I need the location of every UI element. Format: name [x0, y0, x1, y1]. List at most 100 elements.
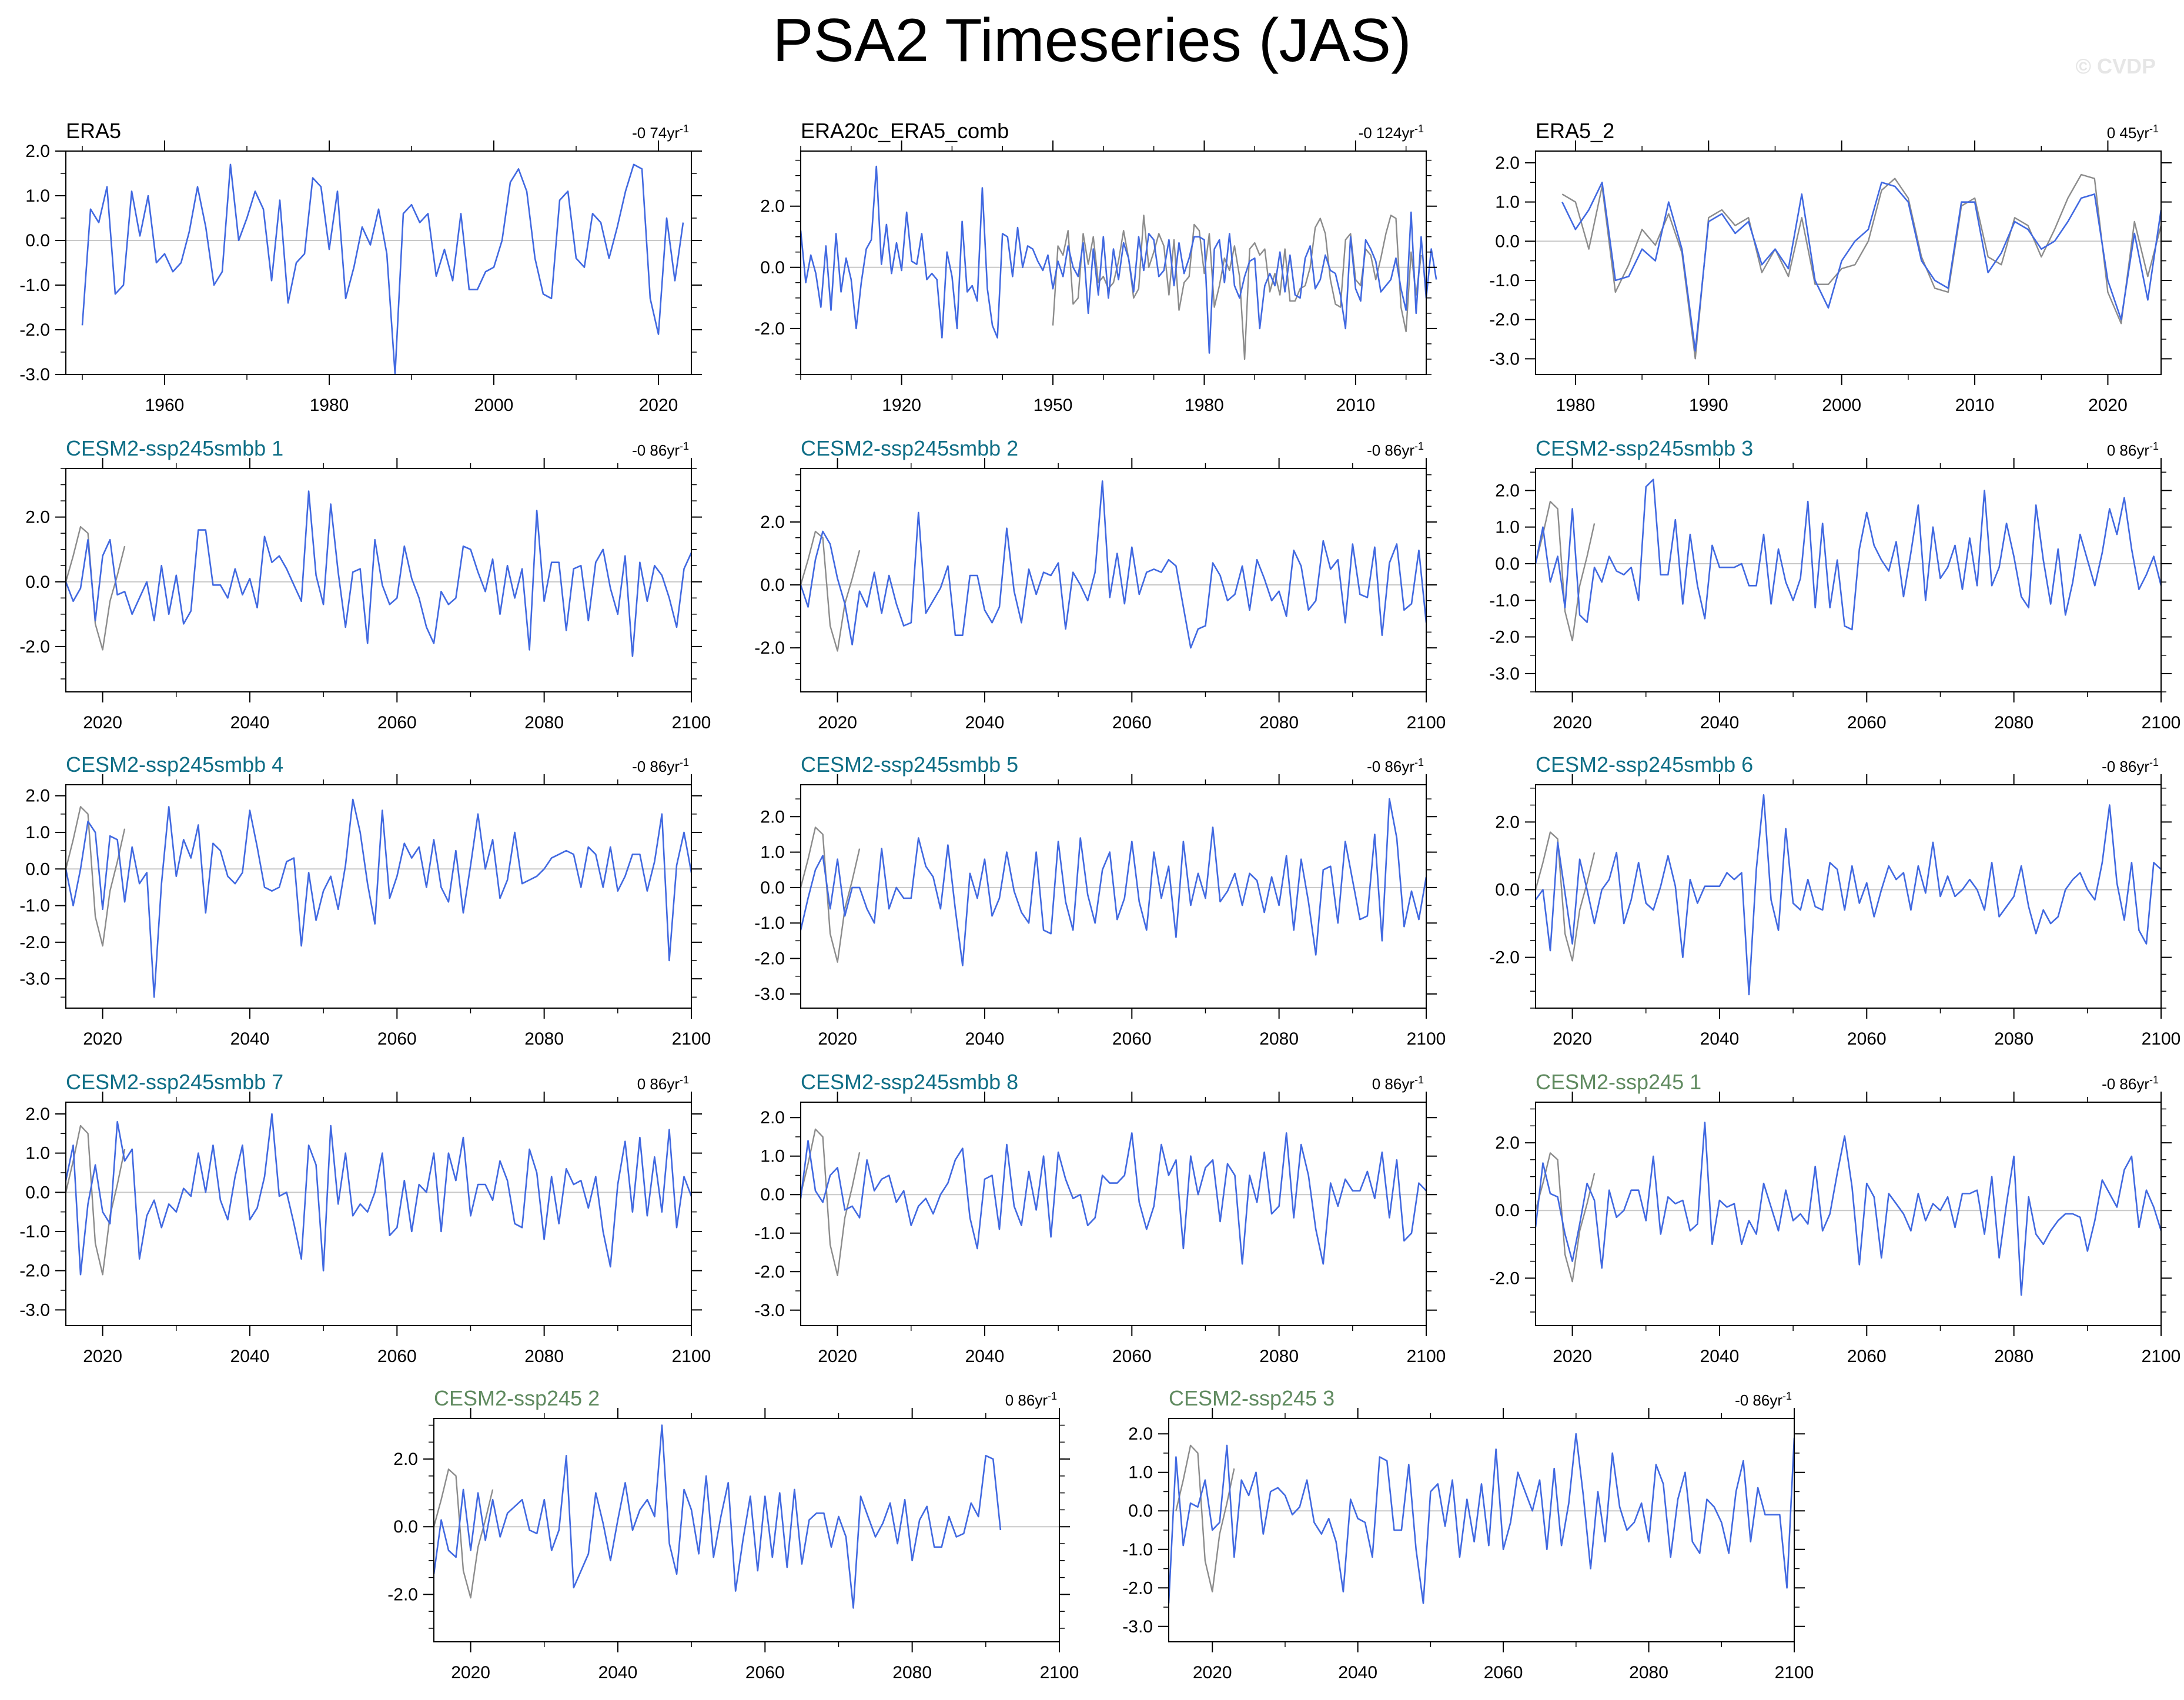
x-tick-label: 2040	[230, 1029, 270, 1049]
y-tick-label: 0.0	[25, 859, 50, 879]
x-tick-label: 1980	[310, 396, 349, 415]
y-tick-label: 1.0	[25, 823, 50, 842]
y-tick-label: 2.0	[1495, 153, 1520, 173]
x-tick-label: 1950	[1034, 396, 1073, 415]
y-tick-label: -1.0	[754, 913, 785, 933]
x-tick-label: 2080	[892, 1663, 932, 1682]
observed-series-line	[1175, 1444, 1235, 1593]
model-series-line	[65, 798, 693, 998]
x-tick-label: 2040	[1338, 1663, 1377, 1682]
x-tick-label: 2060	[1484, 1663, 1523, 1682]
x-tick-label: 2080	[1629, 1663, 1668, 1682]
observed-series-line	[1561, 173, 2162, 360]
x-tick-label: 2000	[474, 396, 514, 415]
panel-label: ERA5_2	[1536, 119, 1614, 143]
observed-series-line	[1052, 215, 1422, 360]
x-tick-label: 2100	[1407, 713, 1446, 732]
x-tick-label: 2010	[1336, 396, 1375, 415]
trend-label: -0 86yr-1	[632, 440, 689, 459]
x-tick-label: 2060	[377, 1347, 417, 1366]
model-series-line	[1168, 1433, 1795, 1604]
y-tick-label: 0.0	[760, 878, 785, 898]
y-tick-label: 2.0	[760, 513, 785, 532]
plot-frame	[1535, 1102, 2162, 1326]
y-tick-label: -2.0	[1489, 628, 1520, 647]
observed-series-line	[800, 826, 861, 963]
model-series-line	[800, 165, 1437, 354]
x-tick-label: 2100	[1775, 1663, 1814, 1682]
x-tick-label: 1960	[145, 396, 185, 415]
y-tick-label: 0.0	[760, 1185, 785, 1204]
x-tick-label: 2060	[1112, 1347, 1152, 1366]
x-tick-label: 2100	[2142, 1029, 2181, 1049]
x-tick-label: 2020	[1553, 713, 1592, 732]
y-tick-label: -1.0	[1489, 271, 1520, 290]
y-tick-label: 0.0	[1495, 554, 1520, 574]
trend-label: -0 86yr-1	[632, 757, 689, 775]
y-tick-label: -2.0	[1122, 1578, 1153, 1598]
observed-series-line	[800, 530, 861, 652]
y-tick-label: -1.0	[754, 1224, 785, 1243]
x-tick-label: 2080	[1259, 713, 1299, 732]
y-tick-label: 2.0	[1495, 812, 1520, 832]
x-tick-label: 2100	[672, 713, 711, 732]
y-tick-label: 2.0	[25, 508, 50, 527]
plot-frame	[65, 1102, 692, 1326]
model-series-line	[1534, 1122, 2162, 1296]
x-tick-label: 2080	[524, 1347, 564, 1366]
plot-frame	[433, 1418, 1060, 1642]
plot-frame	[1535, 784, 2162, 1009]
trend-label: -0 86yr-1	[1735, 1390, 1792, 1409]
y-tick-label: 0.0	[1495, 1201, 1520, 1220]
x-tick-label: 2060	[745, 1663, 785, 1682]
y-tick-label: -2.0	[754, 638, 785, 658]
x-tick-label: 1980	[1185, 396, 1224, 415]
x-tick-label: 2100	[1040, 1663, 1079, 1682]
x-tick-label: 2020	[83, 1347, 122, 1366]
plot-frame	[800, 468, 1427, 692]
x-tick-label: 2040	[230, 1347, 270, 1366]
chart-panel: CESM2-ssp245 1 -0 86yr-1 2020 2040 2060 2080 2…	[1489, 1070, 2180, 1366]
trend-label: -0 86yr-1	[1367, 440, 1424, 459]
y-tick-label: 1.0	[1495, 518, 1520, 537]
x-tick-label: 2020	[1553, 1029, 1592, 1049]
y-tick-label: -1.0	[19, 276, 50, 295]
page-title: PSA2 Timeseries (JAS)	[772, 6, 1412, 75]
chart-panel: ERA20c_ERA5_comb -0 124yr-1 1920 1950 1980 20…	[754, 119, 1437, 415]
y-tick-label: 1.0	[1495, 193, 1520, 212]
x-tick-label: 2020	[818, 713, 857, 732]
x-tick-label: 2020	[639, 396, 678, 415]
x-tick-label: 2040	[965, 713, 1005, 732]
model-series-line	[433, 1424, 1002, 1609]
chart-panel: CESM2-ssp245smbb 8 0 86yr-1 2020 2040 2060 20…	[754, 1070, 1446, 1366]
model-series-line	[81, 163, 684, 376]
y-tick-label: 1.0	[760, 843, 785, 862]
y-tick-label: 1.0	[1128, 1463, 1153, 1483]
y-tick-label: -3.0	[19, 969, 50, 989]
plot-frame	[1535, 468, 2162, 692]
x-tick-label: 2040	[1700, 1347, 1740, 1366]
observed-series-line	[1534, 500, 1596, 642]
y-tick-label: 1.0	[25, 1144, 50, 1163]
y-tick-label: 2.0	[1495, 1133, 1520, 1153]
trend-label: -0 74yr-1	[632, 123, 689, 142]
plot-frame	[800, 1102, 1427, 1326]
panel-label: CESM2-ssp245smbb 2	[801, 436, 1018, 460]
chart-panel: CESM2-ssp245smbb 1 -0 86yr-1 2020 2040 2060 2…	[19, 436, 711, 732]
plot-frame	[65, 150, 692, 375]
y-tick-label: -2.0	[19, 1261, 50, 1281]
model-series-line	[800, 798, 1427, 966]
y-tick-label: -3.0	[1122, 1617, 1153, 1637]
x-tick-label: 2020	[2088, 396, 2128, 415]
y-tick-label: -2.0	[387, 1585, 418, 1604]
x-tick-label: 2100	[672, 1347, 711, 1366]
x-tick-label: 2010	[1955, 396, 1995, 415]
x-tick-label: 2020	[83, 1029, 122, 1049]
panel-label: ERA20c_ERA5_comb	[801, 119, 1009, 143]
x-tick-label: 2040	[965, 1029, 1005, 1049]
y-tick-label: -3.0	[754, 1301, 785, 1320]
y-tick-label: -2.0	[1489, 310, 1520, 330]
y-tick-label: -3.0	[754, 985, 785, 1004]
model-series-line	[1534, 478, 2162, 631]
observed-series-line	[65, 526, 126, 651]
